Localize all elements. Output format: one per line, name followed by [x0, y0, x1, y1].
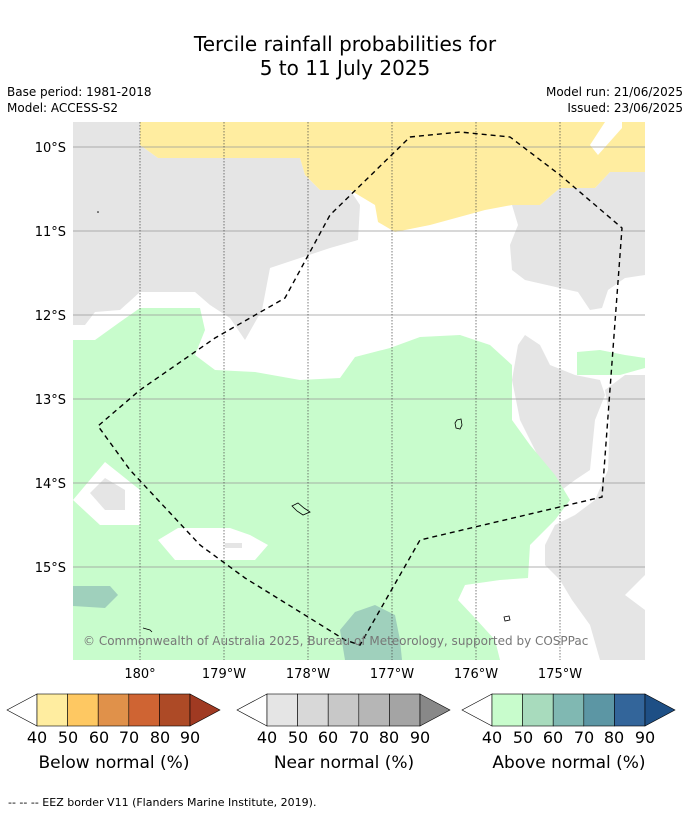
- above-normal-label: Above normal (%): [492, 753, 646, 773]
- colorbar-segment: [159, 693, 191, 727]
- lat-label: 13°S: [35, 393, 66, 408]
- below-normal-tick: 90: [179, 728, 201, 747]
- near-normal-region-southeast: [545, 375, 645, 660]
- lon-label: 178°W: [286, 667, 330, 682]
- base-period: Base period: 1981-2018: [7, 85, 152, 99]
- lon-label: 180°: [124, 667, 155, 682]
- above-normal-region: [73, 308, 570, 660]
- above-normal-tick: 60: [542, 728, 564, 747]
- below-normal-tick: 40: [26, 728, 48, 747]
- near-normal-label: Near normal (%): [273, 753, 415, 773]
- lat-label: 10°S: [35, 141, 66, 156]
- map-title-line2: 5 to 11 July 2025: [259, 56, 431, 80]
- eez-legend-footer: -- -- -- EEZ border V11 (Flanders Marine…: [8, 796, 317, 809]
- above-normal-colorbar: [461, 693, 676, 727]
- below-normal-tick: 60: [88, 728, 110, 747]
- lat-label: 11°S: [35, 225, 66, 240]
- colorbar-segment: [297, 693, 329, 727]
- colorbar-segment: [389, 693, 421, 727]
- above-normal-50-patch-south: [340, 605, 402, 660]
- near-normal-patch-south-inner: [225, 543, 242, 548]
- colorbar-segment: [266, 693, 298, 727]
- lon-label: 175°W: [538, 667, 582, 682]
- above-normal-hole-south: [158, 528, 268, 560]
- model-name: Model: ACCESS-S2: [7, 101, 119, 115]
- colorbar-segment: [583, 693, 615, 727]
- island-south-west: [142, 627, 153, 633]
- colorbar-segment: [491, 693, 523, 727]
- above-normal-tick: 70: [573, 728, 595, 747]
- graticule: [73, 146, 645, 568]
- colorbar-underflow-triangle: [461, 693, 493, 727]
- colorbar-segment: [522, 693, 554, 727]
- near-normal-tick: 60: [317, 728, 339, 747]
- near-normal-tick: 50: [287, 728, 309, 747]
- colorbar-segment: [67, 693, 99, 727]
- below-normal-label: Below normal (%): [38, 753, 190, 773]
- island-central: [291, 502, 311, 516]
- near-normal-hole-inner: [90, 478, 125, 510]
- island-east: [454, 418, 463, 430]
- lat-label: 12°S: [35, 309, 66, 324]
- below-normal-region: [140, 122, 645, 232]
- below-normal-tick: 80: [149, 728, 171, 747]
- colorbar-segment: [614, 693, 646, 727]
- meridians: [139, 122, 561, 660]
- map-fields: © Commonwealth of Australia 2025, Bureau…: [73, 122, 645, 660]
- near-normal-tick: 40: [256, 728, 278, 747]
- above-normal-tick: 80: [603, 728, 625, 747]
- above-normal-tick: 90: [634, 728, 656, 747]
- colorbar-overflow-triangle: [189, 693, 221, 727]
- lat-label: 15°S: [35, 561, 66, 576]
- colorbar-segment: [327, 693, 360, 727]
- forecast-map: © Commonwealth of Australia 2025, Bureau…: [35, 122, 645, 682]
- below-normal-colorbar: [6, 693, 221, 727]
- near-normal-region-east: [510, 172, 645, 310]
- lon-label: 179°W: [202, 667, 246, 682]
- island-north-west: [97, 211, 99, 213]
- issued-date: Issued: 23/06/2025: [567, 101, 683, 115]
- colorbar-underflow-triangle: [6, 693, 38, 727]
- island-south-east: [503, 615, 511, 622]
- colorbar-segment: [552, 693, 585, 727]
- colorbar-segment: [36, 693, 68, 727]
- near-normal-colorbar: [236, 693, 451, 727]
- above-normal-tick: 50: [512, 728, 534, 747]
- above-normal-tick: 40: [481, 728, 503, 747]
- map-copyright: © Commonwealth of Australia 2025, Bureau…: [83, 634, 588, 648]
- longitude-labels: 180° 179°W 178°W 177°W 176°W 175°W: [124, 667, 582, 682]
- colorbar-underflow-triangle: [236, 693, 268, 727]
- lon-label: 176°W: [454, 667, 498, 682]
- below-normal-tick: 50: [57, 728, 79, 747]
- lat-label: 14°S: [35, 477, 66, 492]
- near-normal-tick: 70: [348, 728, 370, 747]
- above-normal-patch-east: [577, 350, 645, 375]
- lon-label: 177°W: [370, 667, 414, 682]
- colorbar-overflow-triangle: [419, 693, 451, 727]
- colorbar-segment: [97, 693, 130, 727]
- near-normal-tick: 80: [378, 728, 400, 747]
- map-title-line1: Tercile rainfall probabilities for: [193, 32, 497, 56]
- colorbar-overflow-triangle: [644, 693, 676, 727]
- above-normal-50-patch-west: [73, 586, 118, 608]
- below-normal-tick: 70: [118, 728, 140, 747]
- near-normal-tick: 90: [409, 728, 431, 747]
- eez-border: [97, 131, 623, 646]
- latitude-labels: 10°S 11°S 12°S 13°S 14°S 15°S: [35, 141, 66, 576]
- near-normal-region-east-mid: [512, 335, 605, 495]
- model-run: Model run: 21/06/2025: [545, 85, 683, 99]
- colorbar-segment: [128, 693, 160, 727]
- colorbar-segment: [358, 693, 390, 727]
